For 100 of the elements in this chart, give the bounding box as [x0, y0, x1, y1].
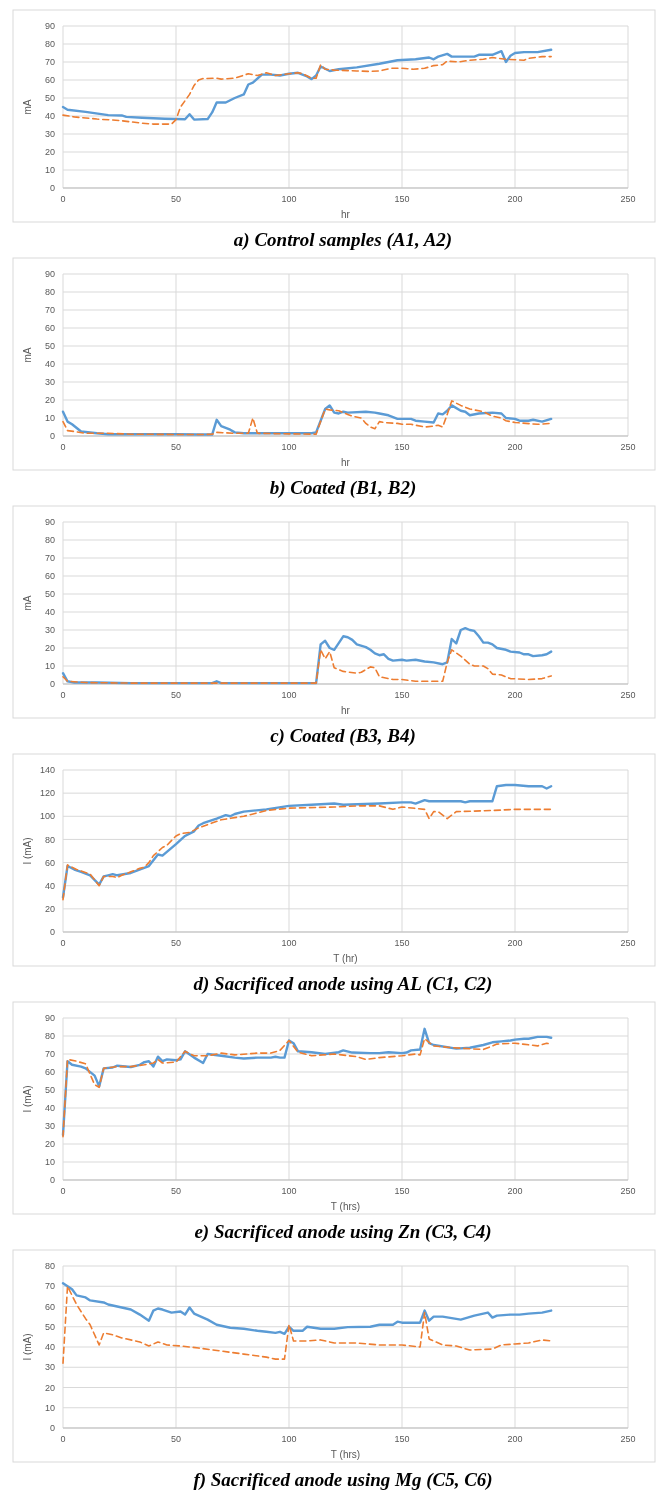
- x-axis-title: T (hrs): [330, 1201, 361, 1212]
- y-tick-label: 0: [49, 679, 55, 690]
- text: f) Sacrificed anode using Mg (C5, C6): [193, 1469, 493, 1491]
- y-tick-label: 30: [44, 377, 55, 388]
- y-tick-label: 20: [44, 395, 55, 406]
- y-tick-label: 100: [39, 811, 55, 822]
- y-tick-label: 60: [44, 857, 55, 868]
- x-tick-label: 50: [170, 1186, 182, 1196]
- y-tick-label: 40: [44, 880, 55, 891]
- y-axis-title: mA: [22, 347, 33, 363]
- x-tick-label: 0: [60, 938, 66, 948]
- x-tick-label: 250: [620, 1186, 636, 1196]
- x-tick-label: 150: [394, 1434, 410, 1444]
- y-tick-label: 90: [44, 21, 55, 32]
- y-tick-label: 60: [44, 1301, 55, 1312]
- y-tick-label: 30: [44, 1121, 55, 1132]
- y-tick-label: 70: [44, 305, 55, 316]
- x-tick-label: 0: [60, 1434, 66, 1444]
- y-tick-label: 50: [44, 1321, 55, 1332]
- x-tick-label: 200: [507, 690, 523, 700]
- y-tick-label: 30: [44, 129, 55, 140]
- y-tick-label: 90: [44, 1013, 55, 1024]
- text: b) Coated (B1, B2): [269, 477, 417, 499]
- y-tick-label: 10: [44, 413, 55, 424]
- line-series: [61, 783, 553, 899]
- x-tick-label: 250: [620, 690, 636, 700]
- y-tick-label: 50: [44, 93, 55, 104]
- y-tick-label: 50: [44, 589, 55, 600]
- y-axis-title: mA: [22, 99, 33, 115]
- x-axis-title: hr: [341, 457, 351, 468]
- x-tick-label: 100: [281, 1186, 297, 1196]
- y-tick-label: 10: [44, 1157, 55, 1168]
- y-tick-label: 60: [44, 571, 55, 582]
- y-axis-title: mA: [22, 595, 33, 611]
- x-tick-label: 200: [507, 938, 523, 948]
- x-tick-label: 200: [507, 1186, 523, 1196]
- line-series: [61, 627, 553, 685]
- y-tick-label: 50: [44, 1085, 55, 1096]
- y-tick-label: 40: [44, 359, 55, 370]
- x-tick-label: 0: [60, 1186, 66, 1196]
- y-tick-label: 70: [44, 553, 55, 564]
- x-tick-label: 200: [507, 194, 523, 204]
- x-tick-label: 150: [394, 194, 410, 204]
- x-tick-label: 50: [170, 442, 182, 452]
- x-tick-label: 100: [281, 690, 297, 700]
- x-axis-title: hr: [341, 705, 351, 716]
- y-tick-label: 0: [49, 1423, 55, 1434]
- x-tick-label: 100: [281, 194, 297, 204]
- y-tick-label: 10: [44, 1402, 55, 1413]
- y-tick-label: 30: [44, 625, 55, 636]
- y-tick-label: 90: [44, 269, 55, 280]
- line-series: [62, 1285, 552, 1364]
- x-tick-label: 100: [281, 442, 297, 452]
- y-tick-label: 60: [44, 75, 55, 86]
- y-tick-label: 80: [44, 287, 55, 298]
- y-tick-label: 40: [44, 1342, 55, 1353]
- text: d) Sacrificed anode using AL (C1, C2): [193, 973, 493, 995]
- x-axis-title: hr: [341, 209, 351, 220]
- y-tick-label: 0: [49, 927, 55, 938]
- y-tick-label: 20: [44, 1139, 55, 1150]
- line-series: [62, 805, 552, 901]
- text: a) Control samples (A1, A2): [233, 229, 453, 251]
- y-tick-label: 20: [44, 147, 55, 158]
- y-tick-label: 80: [44, 1031, 55, 1042]
- y-tick-label: 50: [44, 341, 55, 352]
- x-tick-label: 100: [281, 1434, 297, 1444]
- y-tick-label: 120: [39, 788, 55, 799]
- x-axis-title: T (hrs): [330, 1449, 361, 1460]
- y-tick-label: 40: [44, 1103, 55, 1114]
- x-axis-title: T (hr): [333, 953, 358, 964]
- x-tick-label: 100: [281, 938, 297, 948]
- y-tick-label: 0: [49, 183, 55, 194]
- line-series: [62, 649, 552, 684]
- y-tick-label: 60: [44, 323, 55, 334]
- x-tick-label: 50: [170, 690, 182, 700]
- y-tick-label: 10: [44, 165, 55, 176]
- y-tick-label: 20: [44, 1382, 55, 1393]
- x-tick-label: 150: [394, 1186, 410, 1196]
- y-tick-label: 80: [44, 1261, 55, 1272]
- y-tick-label: 0: [49, 431, 55, 442]
- y-tick-label: 80: [44, 834, 55, 845]
- x-tick-label: 50: [170, 1434, 182, 1444]
- y-tick-label: 20: [44, 904, 55, 915]
- y-tick-label: 90: [44, 517, 55, 528]
- x-tick-label: 150: [394, 442, 410, 452]
- y-axis-title: I (mA): [22, 1333, 33, 1361]
- y-axis-title: I (mA): [22, 837, 33, 865]
- x-tick-label: 150: [394, 938, 410, 948]
- y-axis-title: I (mA): [22, 1085, 33, 1113]
- x-tick-label: 50: [170, 938, 182, 948]
- y-tick-label: 30: [44, 1362, 55, 1373]
- x-tick-label: 250: [620, 1434, 636, 1444]
- y-tick-label: 60: [44, 1067, 55, 1078]
- x-tick-label: 0: [60, 690, 66, 700]
- x-tick-label: 50: [170, 194, 182, 204]
- y-tick-label: 80: [44, 39, 55, 50]
- x-tick-label: 0: [60, 442, 66, 452]
- x-tick-label: 250: [620, 938, 636, 948]
- x-tick-label: 250: [620, 442, 636, 452]
- y-tick-label: 20: [44, 643, 55, 654]
